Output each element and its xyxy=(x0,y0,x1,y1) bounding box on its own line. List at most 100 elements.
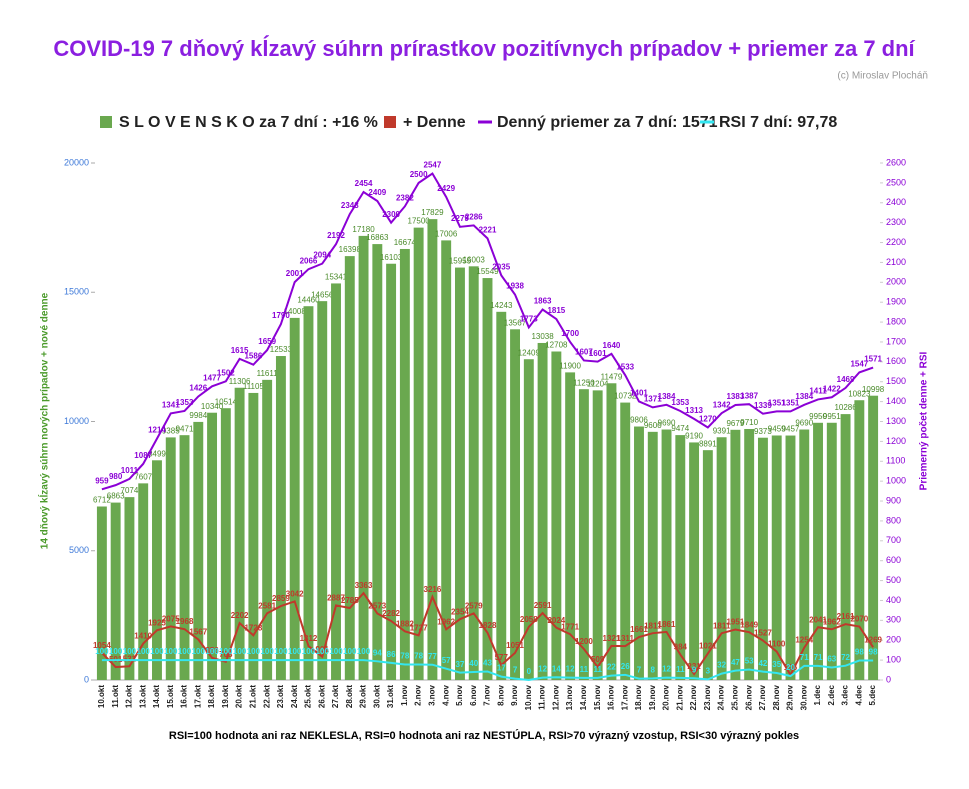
y2-tick-label: 1400 xyxy=(886,396,906,406)
bar-label: 17006 xyxy=(435,230,458,239)
bar xyxy=(262,379,273,680)
line-label: 11 xyxy=(580,665,589,674)
bar xyxy=(441,240,452,680)
bar-label: 12409 xyxy=(518,348,541,357)
daily-label: 2202 xyxy=(231,611,249,620)
y2-tick-label: 2300 xyxy=(886,217,906,227)
x-tick-label: 1.nov xyxy=(400,684,409,705)
x-tick-label: 26.okt xyxy=(317,685,326,708)
y2-tick-label: 200 xyxy=(886,635,901,645)
line-label: 63 xyxy=(827,655,836,664)
line-label: 100 xyxy=(137,647,151,656)
y2-tick-label: 2500 xyxy=(886,177,906,187)
daily-label: 1849 xyxy=(740,620,758,629)
line-label: 47 xyxy=(731,658,740,667)
bar-label: 15341 xyxy=(325,273,348,282)
line-label: 77 xyxy=(428,652,437,661)
x-tick-label: 14.nov xyxy=(579,684,588,710)
bar-label: 9391 xyxy=(713,426,731,435)
bar xyxy=(110,502,121,680)
line-label: 2343 xyxy=(341,201,359,210)
line-label: 1607 xyxy=(575,348,593,357)
daily-label: 1051 xyxy=(506,641,524,650)
subtitle: (c) Miroslav Plocháň xyxy=(837,71,928,82)
line-label: 1477 xyxy=(203,373,221,382)
bar xyxy=(482,278,493,680)
bar xyxy=(248,392,259,680)
daily-label: 2075 xyxy=(162,614,180,623)
line-label: 2066 xyxy=(300,256,318,265)
bar-label: 11900 xyxy=(559,361,581,370)
x-tick-label: 28.okt xyxy=(345,685,354,708)
y2-tick-label: 2200 xyxy=(886,237,906,247)
line-label: 37 xyxy=(456,660,465,669)
line-label: 2286 xyxy=(465,213,483,222)
line-label: 1353 xyxy=(176,398,194,407)
y-tick-label: 20000 xyxy=(64,157,89,167)
line xyxy=(101,172,874,491)
bar xyxy=(96,506,107,680)
bar xyxy=(303,306,314,680)
bar-label: 10998 xyxy=(862,385,885,394)
x-tick-label: 13.nov xyxy=(565,684,574,710)
bar xyxy=(344,256,355,680)
bar xyxy=(289,317,300,680)
daily-label: 1728 xyxy=(244,623,262,632)
line-label: 0 xyxy=(527,667,532,676)
line xyxy=(101,659,874,682)
line-label: 26 xyxy=(621,662,630,671)
bar xyxy=(124,497,135,680)
line-label: 1351 xyxy=(768,398,786,407)
bar xyxy=(854,400,865,680)
line-label: 1815 xyxy=(547,306,565,315)
line-label: 78 xyxy=(400,652,409,661)
bar-label: 6712 xyxy=(93,496,111,505)
line-label: 2500 xyxy=(410,170,428,179)
bar xyxy=(730,429,741,680)
bar xyxy=(813,422,823,680)
bar-label: 9385 xyxy=(162,427,180,436)
y2-axis-title: Priemerný počet denne + RSI xyxy=(919,351,930,490)
bar xyxy=(138,483,149,680)
x-tick-label: 23.okt xyxy=(276,685,285,708)
x-tick-label: 19.okt xyxy=(221,685,230,708)
y-tick-label: 10000 xyxy=(64,416,89,426)
line-label: 100 xyxy=(343,647,357,656)
bar xyxy=(413,227,424,680)
bar-label: 17500 xyxy=(408,217,431,226)
line-label: 1341 xyxy=(162,400,180,409)
bar xyxy=(537,342,548,680)
bar-label: 12708 xyxy=(545,341,568,350)
x-tick-label: 11.okt xyxy=(111,685,120,708)
x-tick-label: 12.okt xyxy=(125,685,134,708)
line-label: 100 xyxy=(316,647,330,656)
daily-label: 2579 xyxy=(465,601,483,610)
x-tick-label: 1.dec xyxy=(813,684,822,705)
daily-label: 984 xyxy=(674,643,688,652)
line-label: 1342 xyxy=(713,400,731,409)
x-tick-label: 3.dec xyxy=(841,684,850,705)
y2-tick-label: 1000 xyxy=(886,476,906,486)
line-label: 1790 xyxy=(272,311,290,320)
bar-label: 9690 xyxy=(658,419,676,428)
line-label: 35 xyxy=(772,660,781,669)
line-label: 12 xyxy=(662,665,671,674)
line-label: 2094 xyxy=(313,251,331,260)
line-label: 1387 xyxy=(740,391,758,400)
bar xyxy=(785,435,796,680)
bar-label: 17829 xyxy=(421,208,444,217)
line-label: 9 xyxy=(692,665,697,674)
x-tick-label: 2.dec xyxy=(827,684,836,705)
daily-label: 1410 xyxy=(134,632,152,641)
bar-label: 9679 xyxy=(726,419,744,428)
line-label: 2429 xyxy=(437,184,455,193)
line-label: 1313 xyxy=(685,406,703,415)
bar xyxy=(372,244,383,681)
daily-label: 1567 xyxy=(189,628,207,637)
line-label: 94 xyxy=(373,648,382,657)
bar-label: 10823 xyxy=(848,389,871,398)
x-tick-label: 15.nov xyxy=(593,684,602,710)
y2-tick-label: 1600 xyxy=(886,356,906,366)
bar-label: 10732 xyxy=(614,392,637,401)
bar-label: 7074 xyxy=(121,486,139,495)
